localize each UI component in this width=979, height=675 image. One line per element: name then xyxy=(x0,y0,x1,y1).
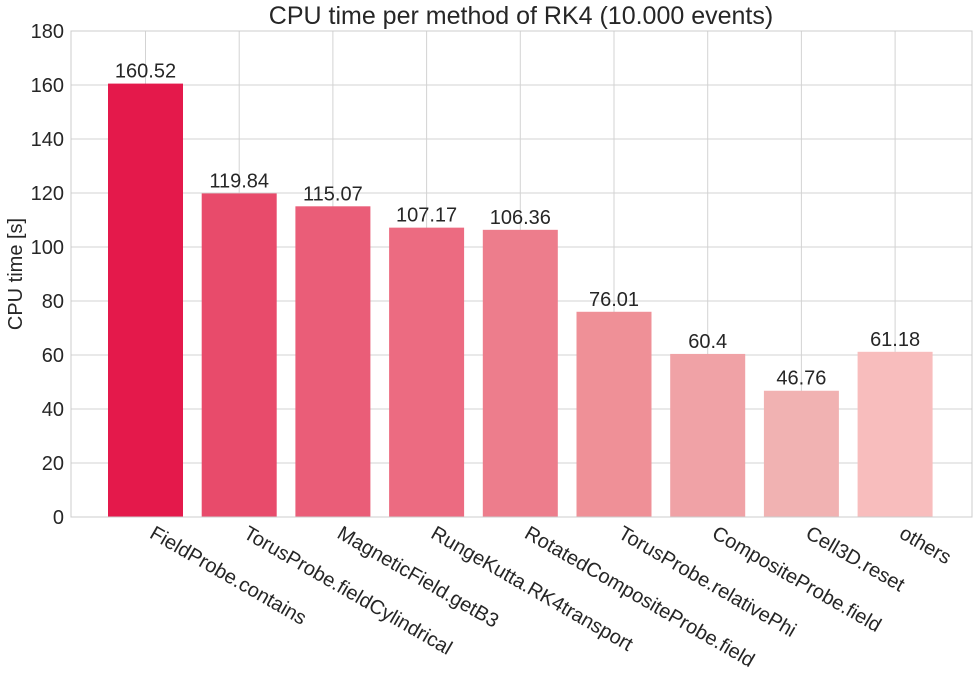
data-label: 106.36 xyxy=(490,207,551,229)
data-label: 160.52 xyxy=(115,61,176,83)
x-tick-labels: FieldProbe.containsTorusProbe.fieldCylin… xyxy=(146,522,955,672)
y-tick-label: 160 xyxy=(31,75,64,97)
bar xyxy=(857,351,933,517)
y-tick-labels: 0 20 40 60 80 100 120 140 160 180 xyxy=(31,21,64,529)
bar xyxy=(670,353,746,517)
y-tick-label: 100 xyxy=(31,237,64,259)
bar xyxy=(201,193,277,517)
y-tick-label: 80 xyxy=(42,291,64,313)
y-tick-label: 40 xyxy=(42,399,64,421)
data-label: 46.76 xyxy=(776,368,826,390)
y-tick-label: 140 xyxy=(31,129,64,151)
y-tick-label: 20 xyxy=(42,453,64,475)
y-tick-label: 60 xyxy=(42,345,64,367)
plot-frame xyxy=(70,30,973,518)
data-label: 107.17 xyxy=(396,205,457,227)
data-label: 76.01 xyxy=(589,289,639,311)
y-tick-label: 180 xyxy=(31,21,64,43)
data-label: 115.07 xyxy=(303,183,363,205)
bar xyxy=(482,229,558,517)
y-axis-label: CPU time [s] xyxy=(5,218,27,330)
bar xyxy=(108,83,183,517)
bar xyxy=(389,227,465,518)
y-tick-label: 0 xyxy=(53,507,64,529)
bar xyxy=(763,390,839,517)
bars xyxy=(108,83,933,518)
y-tick-label: 120 xyxy=(31,183,64,205)
x-tick-label: others xyxy=(896,522,955,569)
x-tick-label: MagneticField.getB3 xyxy=(333,522,502,632)
x-tick-label: CompositeProbe.field xyxy=(708,522,885,637)
chart-title: CPU time per method of RK4 (10.000 event… xyxy=(269,2,773,30)
data-labels: 160.52 119.84 115.07 107.17 106.36 76.01 60.4 4… xyxy=(115,61,920,390)
data-label: 61.18 xyxy=(870,329,920,351)
x-tick-label: FieldProbe.contains xyxy=(146,522,310,629)
data-label: 60.4 xyxy=(688,331,727,353)
bar xyxy=(295,206,371,517)
bar xyxy=(576,311,652,517)
data-label: 119.84 xyxy=(209,170,269,192)
